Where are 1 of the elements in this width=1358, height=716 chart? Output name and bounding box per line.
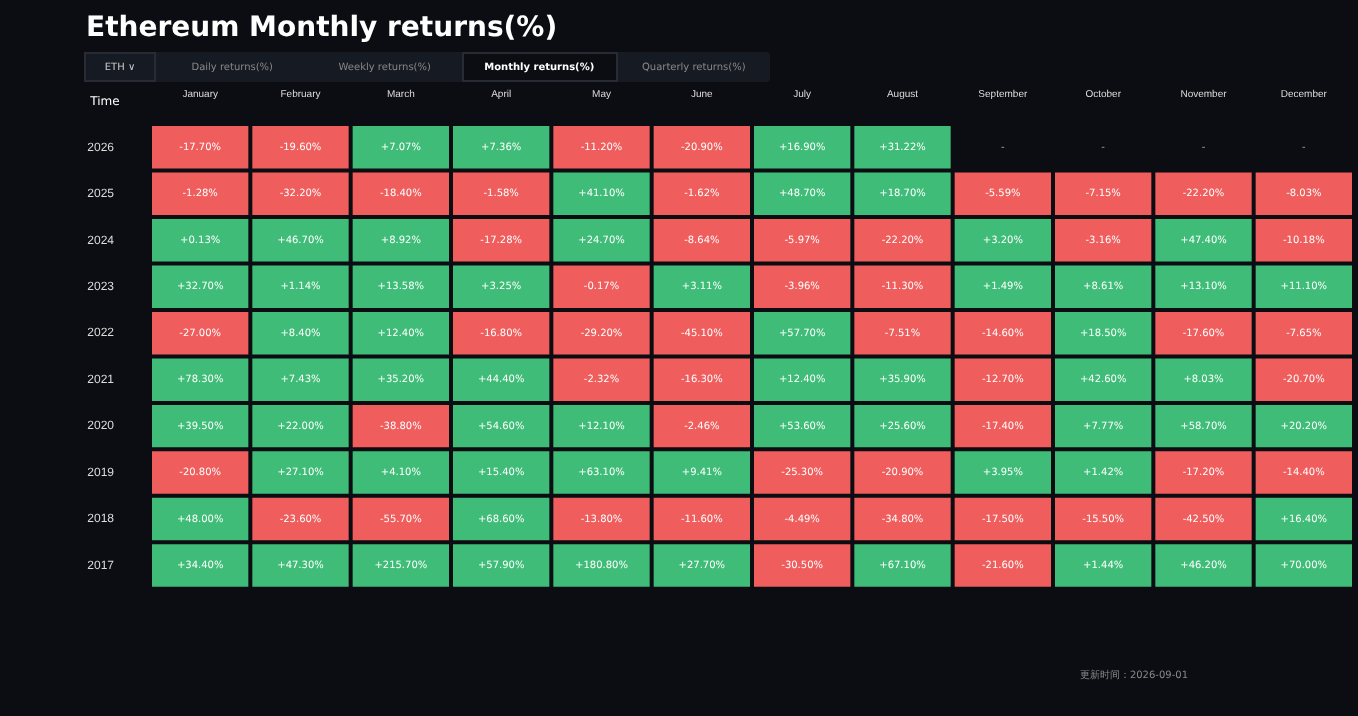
chart-title: Ethereum Monthly returns(%) [86, 12, 558, 44]
